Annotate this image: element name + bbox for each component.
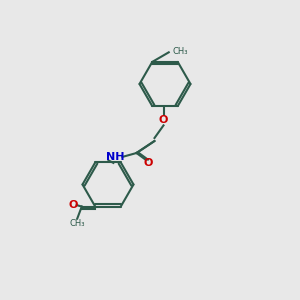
- Text: O: O: [69, 200, 78, 210]
- Text: NH: NH: [106, 152, 125, 163]
- Text: O: O: [144, 158, 153, 168]
- Text: O: O: [159, 115, 168, 125]
- Text: CH₃: CH₃: [70, 219, 85, 228]
- Text: CH₃: CH₃: [172, 47, 188, 56]
